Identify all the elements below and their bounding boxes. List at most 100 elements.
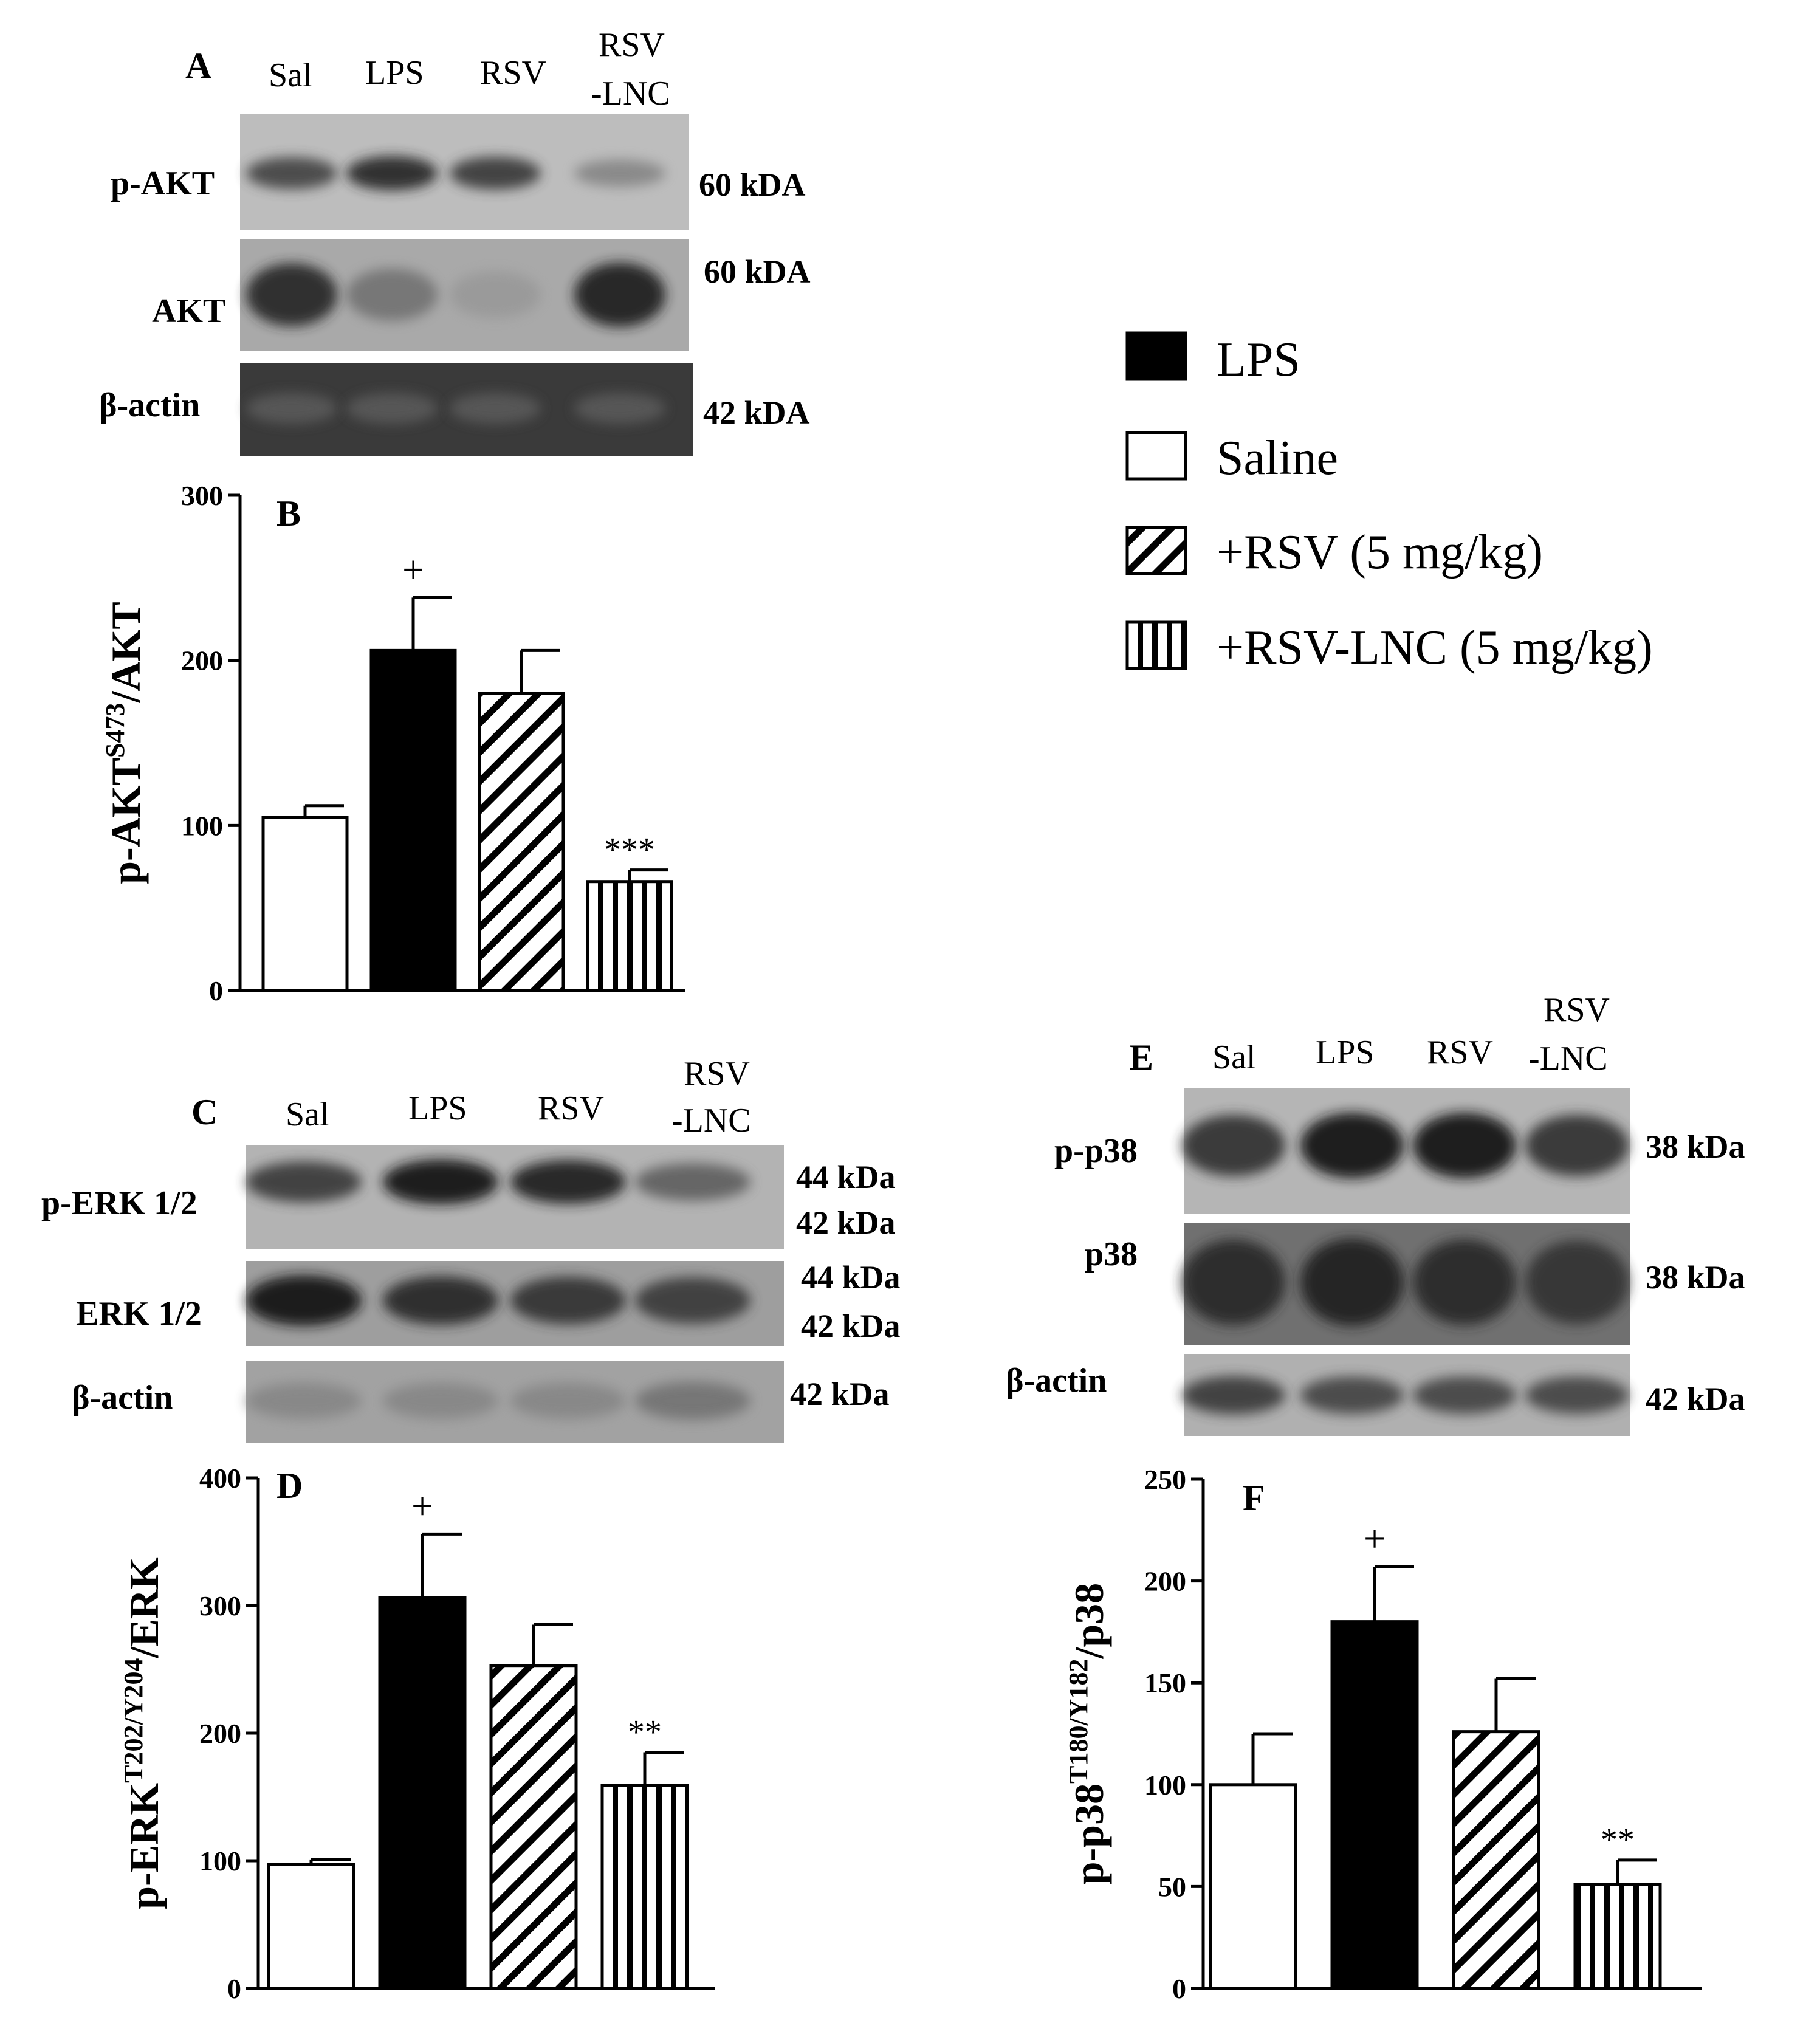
panel-letter-c: C [191,1092,218,1132]
blot-band [635,1381,750,1420]
y-tick-label: 100 [181,810,223,841]
y-tick-label: 200 [181,645,223,676]
y-tick-label: 200 [1144,1566,1186,1597]
row-label-perk: p-ERK 1/2 [41,1184,197,1222]
blot-band [1525,1240,1629,1324]
panel-letter: B [276,493,301,534]
y-tick-label: 300 [181,480,223,511]
blot-panel-e: E Sal LPS RSV RSV -LNC p-p38 p38 β-actin… [1006,991,1745,1436]
y-tick-label: 0 [1172,1973,1186,2004]
blot-band [383,1382,498,1419]
bar-saline [267,1863,355,1990]
legend-label-lps: LPS [1217,333,1300,386]
kda-erk-42: 42 kDa [801,1308,901,1344]
lane-label-sal-e: Sal [1212,1039,1256,1076]
panel-letter-a: A [185,46,211,86]
lane-label-lps: LPS [365,54,424,92]
kda-bactin-a: 42 kDA [703,394,810,431]
panel-letter: D [276,1466,303,1506]
lane-label-sal: Sal [269,57,312,94]
legend-label-rsv-lnc: +RSV-LNC (5 mg/kg) [1217,621,1653,675]
y-axis-label: p-ERKT202/Y204/ERK [118,1557,167,1909]
legend-swatch-rsv-lnc [1125,620,1187,670]
panel-letter: F [1243,1478,1265,1518]
blot-panel-a: A Sal LPS RSV RSV -LNC p-AKT AKT β-actin… [99,26,811,456]
legend-swatch-rsv [1125,526,1187,575]
blot-band [574,393,665,424]
lane-label-rsv-e: RSV [1427,1034,1493,1071]
blot-band [383,1276,498,1325]
lane-label-rsv-lnc-bottom: -LNC [591,75,670,112]
row-label-bactin-e: β-actin [1006,1362,1107,1400]
blot-band [246,1275,362,1326]
row-label-akt: AKT [152,292,225,330]
blot-band [510,1276,626,1325]
bar-lps [369,648,457,992]
y-tick-label: 100 [199,1846,241,1877]
blot-band [1182,1239,1285,1325]
panel-letter-e: E [1129,1037,1153,1077]
legend-swatch-lps [1125,331,1187,381]
y-tick-label: 0 [209,975,223,1006]
y-tick-label: 150 [1144,1668,1186,1698]
lane-label-rsv-lnc-top-e: RSV [1544,991,1610,1029]
bar-chart-b: B 0 100 200 300 + *** p-AKTS473/AKT [100,480,685,1006]
blot-band [1182,1115,1285,1176]
kda-perk-44: 44 kDa [796,1159,896,1195]
blot-band [510,1160,626,1204]
blot-band [450,157,541,190]
blot-band [346,156,438,191]
significance-label: ** [1601,1821,1635,1859]
kda-akt: 60 kDA [704,253,811,290]
blot-band [246,1161,362,1203]
blot-band [1525,1115,1629,1176]
kda-erk-44: 44 kDa [801,1259,901,1296]
blot-band [635,1163,750,1201]
lane-label-rsv-lnc-top-c: RSV [684,1055,750,1093]
blot-band [1182,1376,1285,1415]
bar-rsv-lnc [1573,1883,1662,1990]
blot-band [1413,1113,1516,1178]
bar-lps [378,1596,467,1990]
y-tick-label: 50 [1158,1871,1186,1902]
kda-p38: 38 kDa [1646,1259,1745,1296]
y-axis-label: p-p38T180/Y182/p38 [1063,1583,1112,1884]
y-axis-label: p-AKTS473/AKT [100,602,149,884]
y-tick-label: 250 [1144,1464,1186,1495]
kda-pakt: 60 kDA [699,167,806,203]
lane-label-rsv: RSV [480,54,546,92]
bar-lps [1330,1620,1419,1990]
legend: LPS Saline +RSV (5 mg/kg) +RSV-LNC (5 mg… [1125,331,1653,675]
lane-label-rsv-c: RSV [538,1090,604,1127]
legend-label-rsv: +RSV (5 mg/kg) [1217,526,1543,579]
kda-bactin-c: 42 kDa [790,1376,890,1412]
row-label-bactin-a: β-actin [99,386,200,424]
lane-label-sal-c: Sal [286,1096,329,1133]
blot-band [246,393,337,424]
blot-band [450,271,541,318]
legend-label-saline: Saline [1217,431,1338,485]
blot-band [1300,1376,1404,1414]
blot-band [450,393,541,424]
legend-swatch-saline [1125,431,1187,481]
bar-saline [1209,1783,1297,1990]
bar-rsv [478,692,565,992]
bar-rsv-lnc [600,1784,689,1990]
y-tick-label: 100 [1144,1770,1186,1801]
blot-band [635,1277,750,1324]
row-label-erk: ERK 1/2 [76,1295,202,1333]
bar-chart-d: D 0 100 200 300 400 + ** p-ERKT202/Y204/ERK [118,1463,715,2004]
lane-label-rsv-lnc-bottom-e: -LNC [1528,1040,1608,1077]
row-label-pp38: p-p38 [1054,1132,1138,1170]
row-label-bactin-c: β-actin [72,1379,173,1417]
blot-band [1300,1113,1404,1178]
blot-band [346,393,438,424]
lane-label-lps-c: LPS [408,1090,467,1127]
lane-label-rsv-lnc-top: RSV [599,26,665,64]
bar-rsv-lnc [586,880,673,992]
row-label-p38: p38 [1085,1235,1138,1273]
blot-panel-c: C Sal LPS RSV RSV -LNC p-ERK 1/2 ERK 1/2… [41,1055,901,1443]
y-tick-label: 200 [199,1718,241,1749]
bar-rsv [489,1664,578,1990]
blot-band [1300,1238,1404,1326]
